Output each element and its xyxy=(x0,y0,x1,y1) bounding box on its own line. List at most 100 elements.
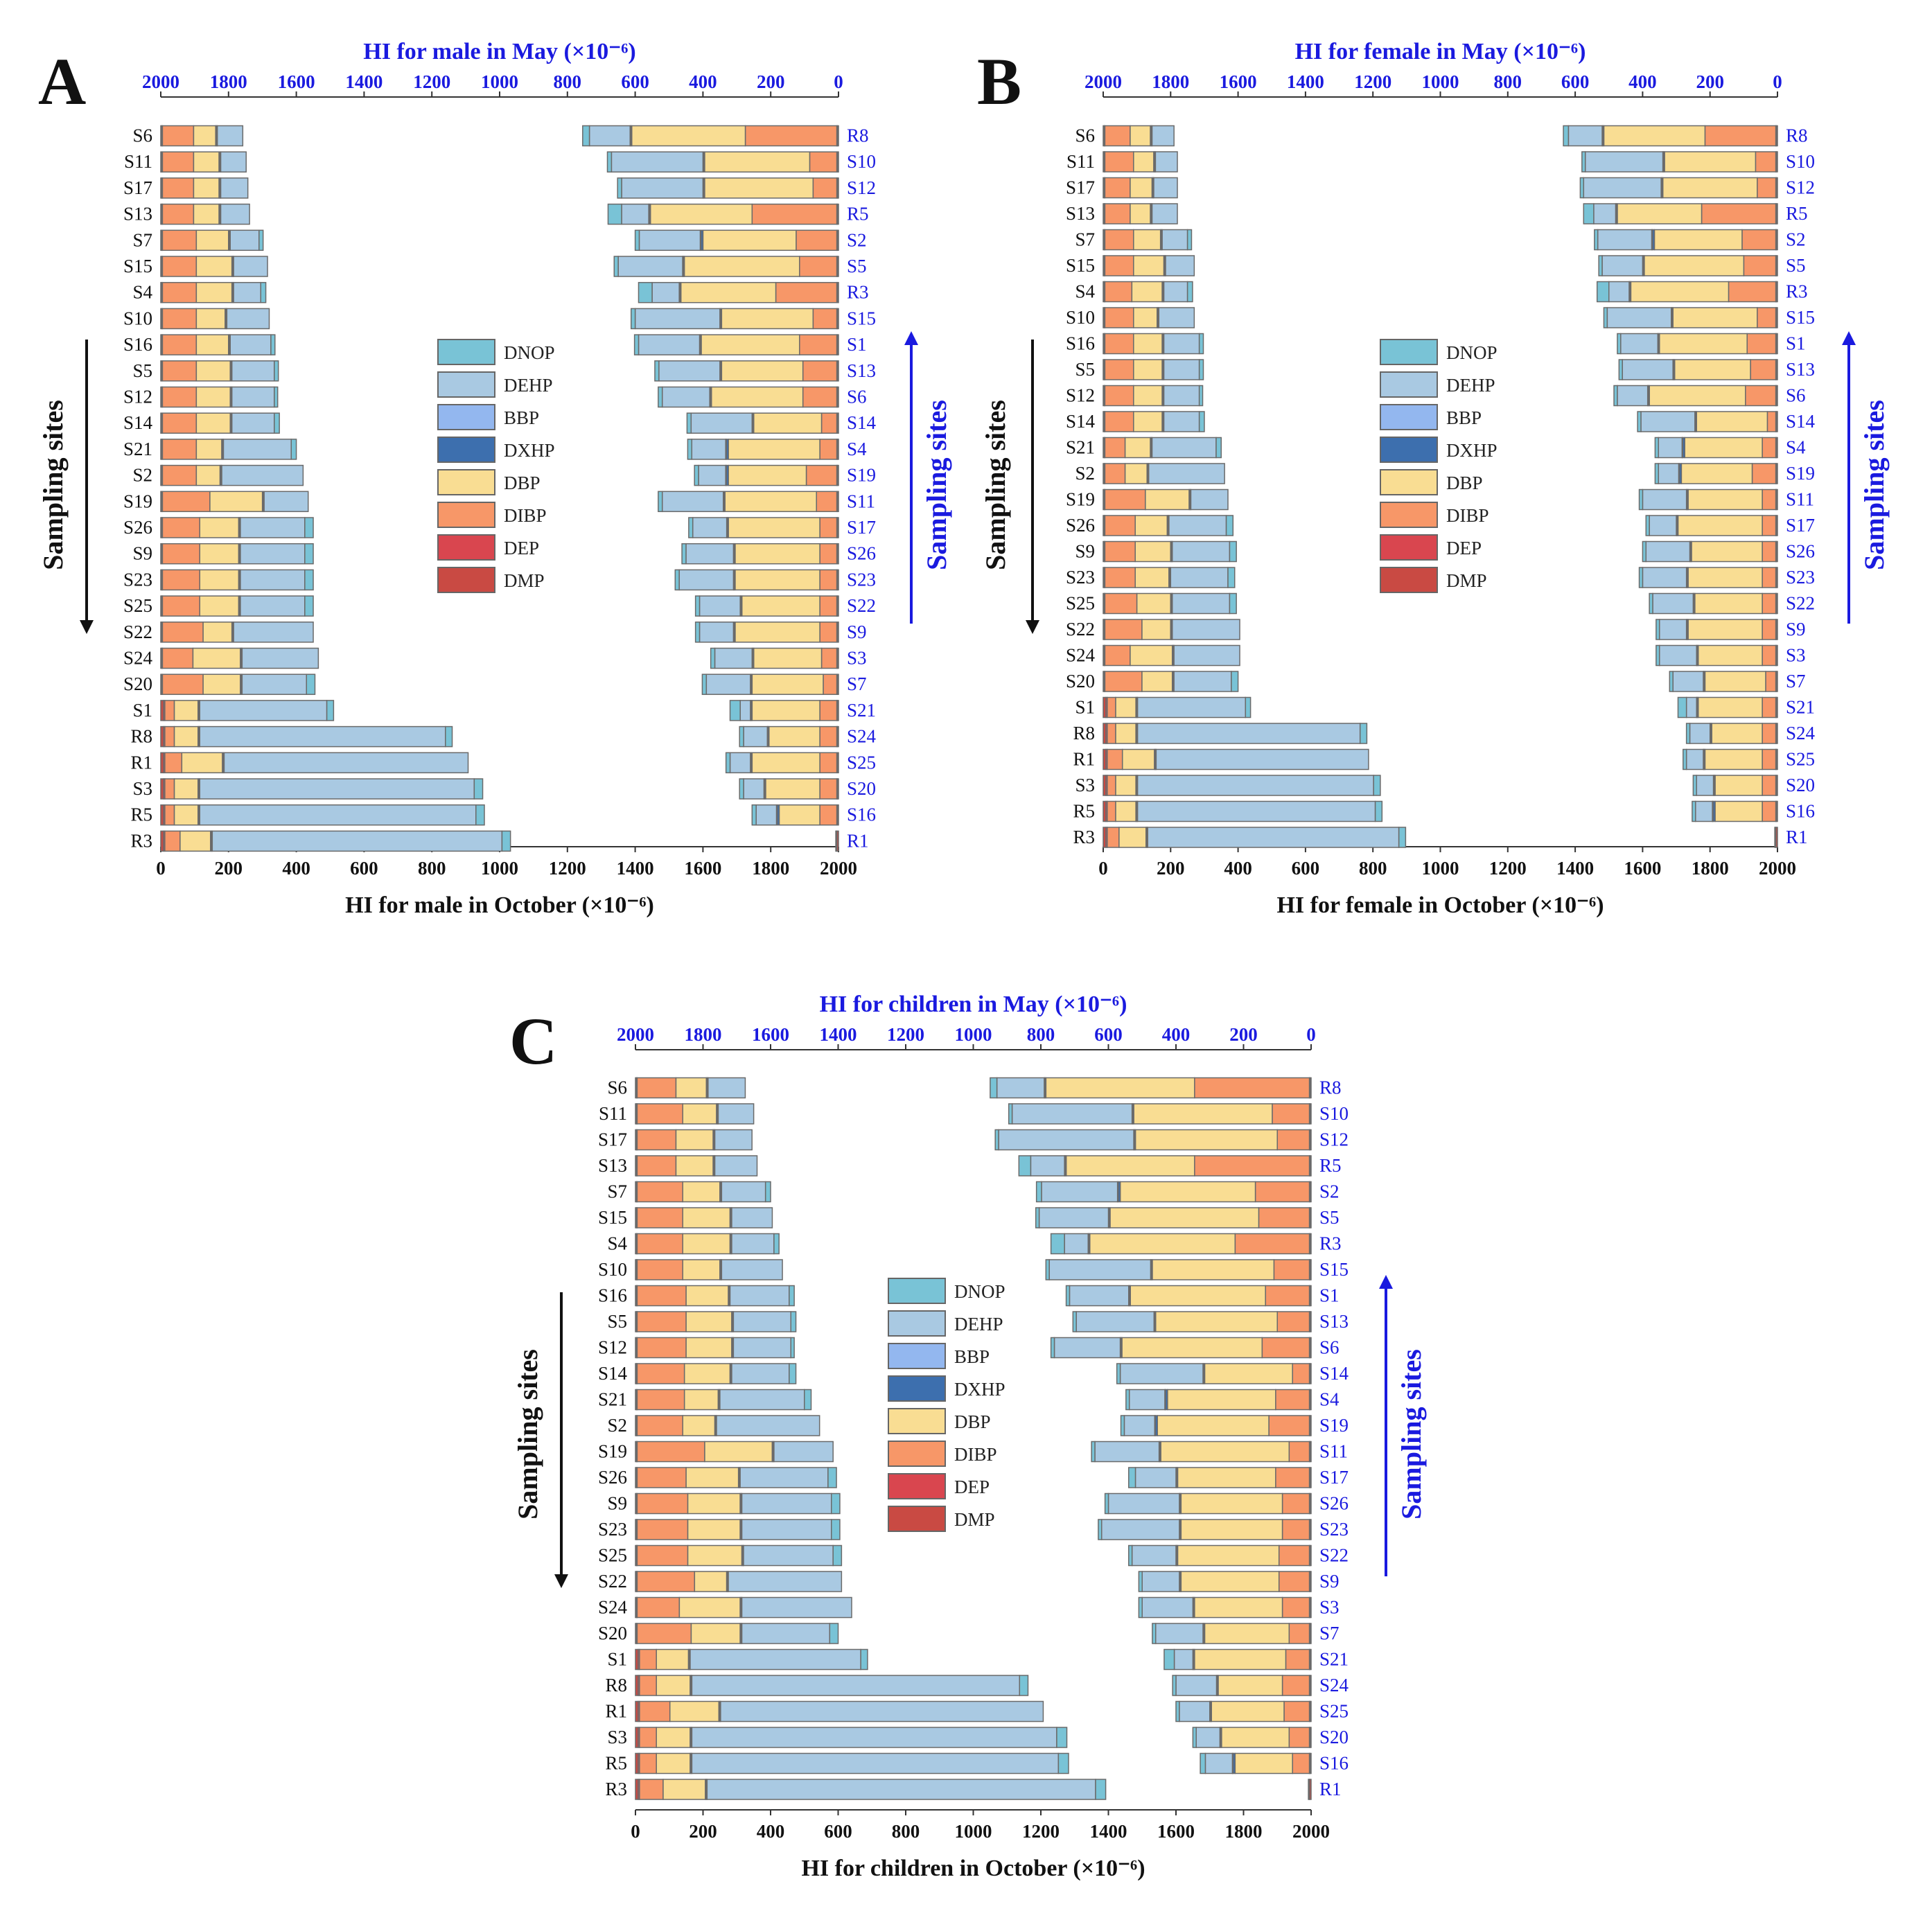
may-bar-dehp xyxy=(1658,619,1687,640)
may-category-label: S5 xyxy=(1319,1207,1340,1228)
october-bar-dbp xyxy=(1141,619,1172,640)
bottom-axis-title: HI for male in October (×10⁻⁶) xyxy=(345,892,654,918)
may-bar-dehp xyxy=(678,569,735,591)
bottom-tick-label: 2000 xyxy=(820,858,857,879)
october-bar-dibp xyxy=(1104,671,1143,692)
bottom-tick-label: 800 xyxy=(418,858,446,879)
october-bar-dnop xyxy=(790,1311,797,1332)
october-bar-dnop xyxy=(860,1648,868,1671)
october-bar-dbp xyxy=(1130,644,1173,667)
october-bar-dibp xyxy=(1104,333,1134,355)
may-bar-dehp xyxy=(1041,1181,1118,1203)
october-bar-dibp xyxy=(636,1259,683,1280)
bottom-tick-label: 2000 xyxy=(1759,858,1796,879)
october-bar-dbp xyxy=(1118,827,1147,848)
october-bar-dehp xyxy=(211,830,503,852)
top-tick-label: 1000 xyxy=(1422,71,1459,92)
may-bar-dibp xyxy=(1751,463,1777,484)
may-category-label: S20 xyxy=(1786,775,1815,795)
october-bar-dbp xyxy=(1134,540,1172,563)
may-bar-dibp xyxy=(1741,229,1777,251)
october-category-label: S5 xyxy=(132,360,152,381)
legend-swatch-dnop xyxy=(888,1278,946,1304)
october-bar-dehp xyxy=(223,752,469,774)
october-bar-dehp xyxy=(1163,281,1188,303)
panel-A: A HI for male in May (×10⁻⁶) HI for male i… xyxy=(37,39,952,918)
may-bar-dnop xyxy=(1563,125,1570,147)
october-bar-dibp xyxy=(161,177,195,199)
may-bar-dnop xyxy=(582,125,590,147)
bottom-tick-label: 600 xyxy=(1292,858,1320,879)
october-category-label: S7 xyxy=(132,229,152,250)
may-bar-dbp xyxy=(1194,1596,1283,1619)
may-bar-dibp xyxy=(1766,411,1777,432)
may-bar-dehp xyxy=(658,360,721,382)
bottom-tick-label: 1400 xyxy=(1090,1821,1127,1842)
october-bar-dbp xyxy=(173,725,199,748)
bottom-tick-label: 0 xyxy=(156,858,166,879)
may-bar-dibp xyxy=(1276,1129,1310,1151)
october-bar-dnop xyxy=(274,386,279,408)
may-bar-dbp xyxy=(1152,1259,1275,1280)
bottom-tick-label: 1000 xyxy=(481,858,518,879)
may-category-label: S26 xyxy=(1319,1493,1349,1514)
may-bar-dnop xyxy=(1596,281,1610,303)
october-category-label: S20 xyxy=(123,673,152,694)
october-bar-dnop xyxy=(306,673,316,695)
may-bar-dehp xyxy=(1601,255,1644,276)
october-bar-dbp xyxy=(195,308,226,330)
may-category-label: S22 xyxy=(1786,593,1815,614)
may-bar-dnop xyxy=(1128,1467,1136,1488)
may-bar-dbp xyxy=(631,125,746,147)
october-bar-dnop xyxy=(304,595,314,617)
october-bar-dbp xyxy=(193,177,220,199)
october-bar-dehp xyxy=(231,360,275,382)
october-bar-dbp xyxy=(656,1675,691,1696)
may-bar-dbp xyxy=(1687,567,1763,588)
october-category-label: S17 xyxy=(123,177,152,198)
may-bar-dbp xyxy=(724,491,817,513)
may-bar-dehp xyxy=(1696,775,1714,796)
october-category-label: S13 xyxy=(1066,203,1095,224)
october-bar-dnop xyxy=(790,1337,795,1359)
top-axis-title: HI for children in May (×10⁻⁶) xyxy=(820,992,1127,1017)
may-bar-dehp xyxy=(1642,488,1687,511)
may-category-label: S2 xyxy=(1319,1181,1340,1202)
may-bar-dbp xyxy=(1680,463,1753,484)
bottom-tick-label: 200 xyxy=(689,1821,717,1842)
october-bar-dehp xyxy=(226,308,270,330)
october-bar-dehp xyxy=(1173,671,1232,692)
bottom-tick-label: 800 xyxy=(1359,858,1387,879)
october-category-label: S21 xyxy=(1066,437,1095,458)
october-bar-dbp xyxy=(1124,463,1148,484)
october-bar-dbp xyxy=(690,1623,741,1644)
left-arrow-label: Sampling sites xyxy=(980,400,1011,570)
legend-label-dbp: DBP xyxy=(1446,473,1483,493)
legend-label-dibp: DIBP xyxy=(954,1444,997,1465)
october-bar-dibp xyxy=(636,1467,687,1488)
october-bar-dbp xyxy=(1133,151,1154,173)
october-bar-dehp xyxy=(241,647,319,669)
october-bar-dibp xyxy=(161,308,197,330)
october-bar-dehp xyxy=(231,412,275,434)
may-bar-dibp xyxy=(1762,619,1777,640)
may-bar-dehp xyxy=(1075,1311,1155,1332)
may-category-label: S7 xyxy=(847,673,867,694)
may-category-label: S6 xyxy=(1786,385,1806,406)
october-bar-dehp xyxy=(773,1441,834,1463)
top-tick-label: 0 xyxy=(1306,1024,1316,1045)
october-category-label: S2 xyxy=(132,465,152,486)
october-bar-dnop xyxy=(764,1181,771,1203)
october-bar-dibp xyxy=(636,1389,685,1411)
october-bar-dibp xyxy=(164,830,181,852)
bottom-tick-label: 1400 xyxy=(617,858,654,879)
legend: DNOP DEHP BBP DXHP DBP DIBP DEP DMP xyxy=(888,1278,1005,1532)
may-bar-dbp xyxy=(1653,229,1743,251)
october-bar-dnop xyxy=(1398,827,1407,848)
october-bar-dnop xyxy=(1186,229,1193,251)
may-category-label: S24 xyxy=(847,726,877,747)
october-bar-dnop xyxy=(258,229,264,252)
october-bar-dbp xyxy=(1130,203,1151,224)
may-bar-dnop xyxy=(633,334,640,355)
may-bar-dibp xyxy=(1234,1233,1310,1255)
